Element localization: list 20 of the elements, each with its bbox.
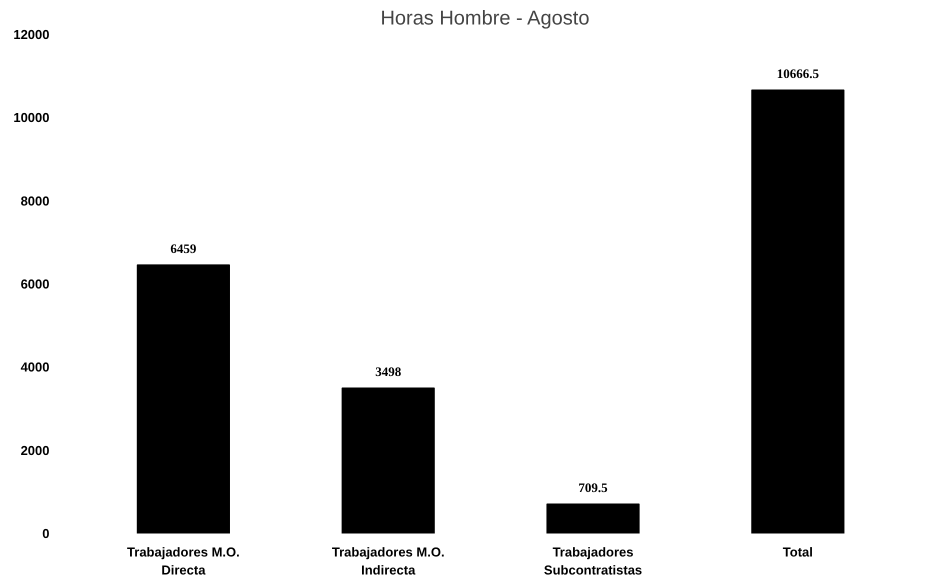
x-tick-label: Trabajadores M.O. Directa [127, 544, 240, 578]
y-tick-label: 8000 [20, 193, 50, 208]
x-tick-label: Total [782, 544, 813, 560]
y-tick-label: 0 [42, 526, 50, 541]
bar [136, 264, 230, 534]
data-label: 6459 [170, 240, 197, 256]
chart-title: Horas Hombre - Agosto [380, 8, 590, 30]
data-label: 3498 [375, 364, 402, 380]
data-label: 709.5 [578, 480, 608, 495]
x-tick-label: Trabajadores Subcontratistas [544, 544, 642, 578]
y-tick-label: 12000 [13, 27, 50, 42]
bar [546, 503, 640, 534]
bar [751, 89, 844, 534]
y-tick-label: 4000 [20, 360, 50, 375]
y-tick-label: 2000 [20, 442, 50, 458]
x-tick-label: Trabajadores M.O. Indirecta [332, 544, 445, 578]
data-label: 10666.5 [776, 66, 820, 81]
y-tick-label: 10000 [13, 110, 50, 126]
bar [342, 388, 435, 534]
y-tick-label: 6000 [20, 276, 50, 292]
